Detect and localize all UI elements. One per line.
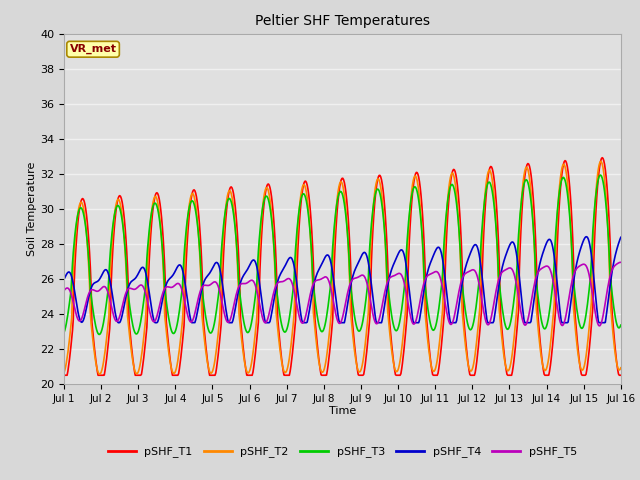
Title: Peltier SHF Temperatures: Peltier SHF Temperatures <box>255 14 430 28</box>
Text: VR_met: VR_met <box>70 44 116 54</box>
Legend: pSHF_T1, pSHF_T2, pSHF_T3, pSHF_T4, pSHF_T5: pSHF_T1, pSHF_T2, pSHF_T3, pSHF_T4, pSHF… <box>103 442 582 462</box>
X-axis label: Time: Time <box>329 407 356 417</box>
Y-axis label: Soil Temperature: Soil Temperature <box>28 162 37 256</box>
